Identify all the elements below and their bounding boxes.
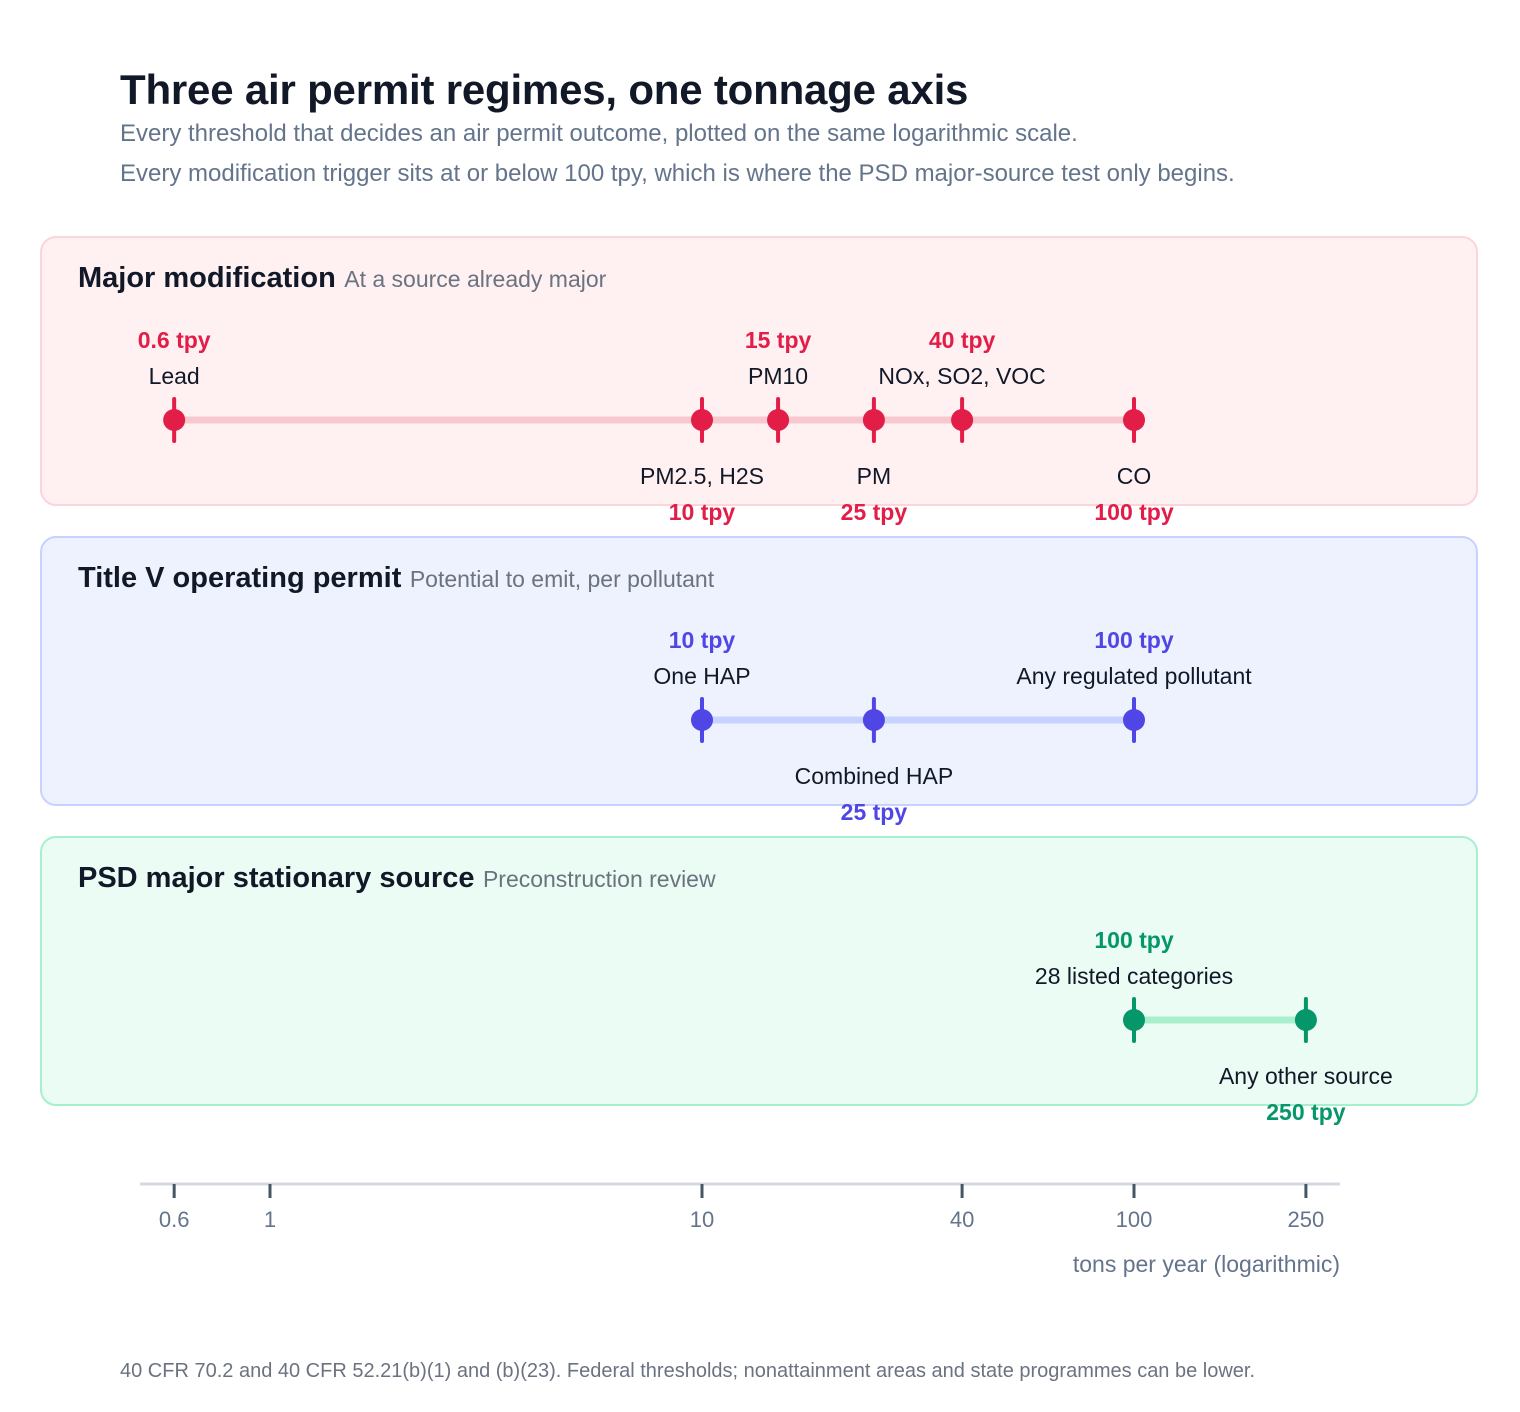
panel-psd: PSD major stationary source Preconstruct…: [40, 836, 1478, 1106]
threshold-point: [1123, 1009, 1145, 1031]
threshold-name-label: Combined HAP: [795, 763, 954, 789]
threshold-point: [163, 409, 186, 431]
panel-series-major_modification: 0.6 tpy Lead PM2.5, H2S 10 tpy 15 tpy PM10 PM 2…: [138, 327, 1174, 525]
threshold-value-label: 25 tpy: [841, 499, 908, 525]
panel-title-v: Title V operating permit Potential to em…: [40, 536, 1478, 806]
x-axis-tick-label: 1: [264, 1207, 276, 1232]
panel-heading: Title V operating permit Potential to em…: [78, 562, 714, 595]
threshold-name-label: Any other source: [1219, 1063, 1393, 1089]
x-axis-tick-label: 10: [690, 1207, 714, 1232]
threshold-name-label: One HAP: [653, 663, 750, 689]
x-axis-tick-label: 100: [1116, 1207, 1153, 1232]
threshold-point: [767, 409, 790, 431]
threshold-point: [862, 709, 885, 731]
threshold-point: [691, 709, 713, 731]
threshold-name-label: PM2.5, H2S: [640, 463, 764, 489]
panel-major-modification: Major modification At a source already m…: [40, 236, 1478, 506]
threshold-value-label: 40 tpy: [929, 327, 996, 353]
threshold-name-label: PM10: [748, 363, 808, 389]
threshold-point: [1294, 1009, 1317, 1031]
threshold-name-label: Any regulated pollutant: [1016, 663, 1252, 689]
threshold-value-label: 25 tpy: [841, 799, 908, 825]
panel-title: Major modification: [78, 262, 336, 294]
panel-heading: PSD major stationary source Preconstruct…: [78, 862, 716, 895]
threshold-name-label: Lead: [149, 363, 200, 389]
x-axis-title: tons per year (logarithmic): [1073, 1251, 1340, 1277]
threshold-value-label: 100 tpy: [1094, 927, 1173, 953]
panel-subtitle: At a source already major: [344, 266, 607, 292]
threshold-value-label: 10 tpy: [669, 627, 736, 653]
panel-subtitle: Potential to emit, per pollutant: [409, 566, 715, 592]
threshold-value-label: 15 tpy: [745, 327, 812, 353]
chart-subtitle-line-1: Every threshold that decides an air perm…: [120, 120, 1078, 147]
panel-heading: Major modification At a source already m…: [78, 262, 606, 295]
chart-title: Three air permit regimes, one tonnage ax…: [120, 66, 969, 113]
threshold-name-label: PM: [857, 463, 892, 489]
threshold-value-label: 100 tpy: [1094, 499, 1173, 525]
panel-title: Title V operating permit: [78, 562, 402, 594]
threshold-point: [691, 409, 713, 431]
source-footnote: 40 CFR 70.2 and 40 CFR 52.21(b)(1) and (…: [120, 1360, 1256, 1382]
threshold-name-label: NOx, SO2, VOC: [878, 363, 1045, 389]
threshold-value-label: 0.6 tpy: [138, 327, 211, 353]
threshold-name-label: CO: [1117, 463, 1152, 489]
x-axis: 0.6 1 10 40 100 250 tons per year (logarithmic…: [140, 1182, 1340, 1277]
panel-title: PSD major stationary source: [78, 862, 475, 894]
chart-subtitle-line-2: Every modification trigger sits at or be…: [120, 160, 1235, 187]
threshold-point: [862, 409, 885, 431]
x-axis-tick-label: 0.6: [159, 1207, 190, 1232]
threshold-value-label: 100 tpy: [1094, 627, 1173, 653]
panel-series-title_v: 10 tpy One HAP Combined HAP 25 tpy 100 tpy An…: [653, 627, 1252, 825]
x-axis-tick-label: 250: [1288, 1207, 1325, 1232]
threshold-point: [1123, 709, 1145, 731]
x-axis-tick-label: 40: [950, 1207, 974, 1232]
threshold-name-label: 28 listed categories: [1035, 963, 1233, 989]
panel-series-psd: 100 tpy 28 listed categories Any other sou…: [1035, 927, 1393, 1125]
threshold-point: [1123, 409, 1145, 431]
threshold-value-label: 250 tpy: [1266, 1099, 1345, 1125]
threshold-value-label: 10 tpy: [669, 499, 736, 525]
panel-subtitle: Preconstruction review: [482, 866, 716, 892]
threshold-point: [951, 409, 974, 431]
